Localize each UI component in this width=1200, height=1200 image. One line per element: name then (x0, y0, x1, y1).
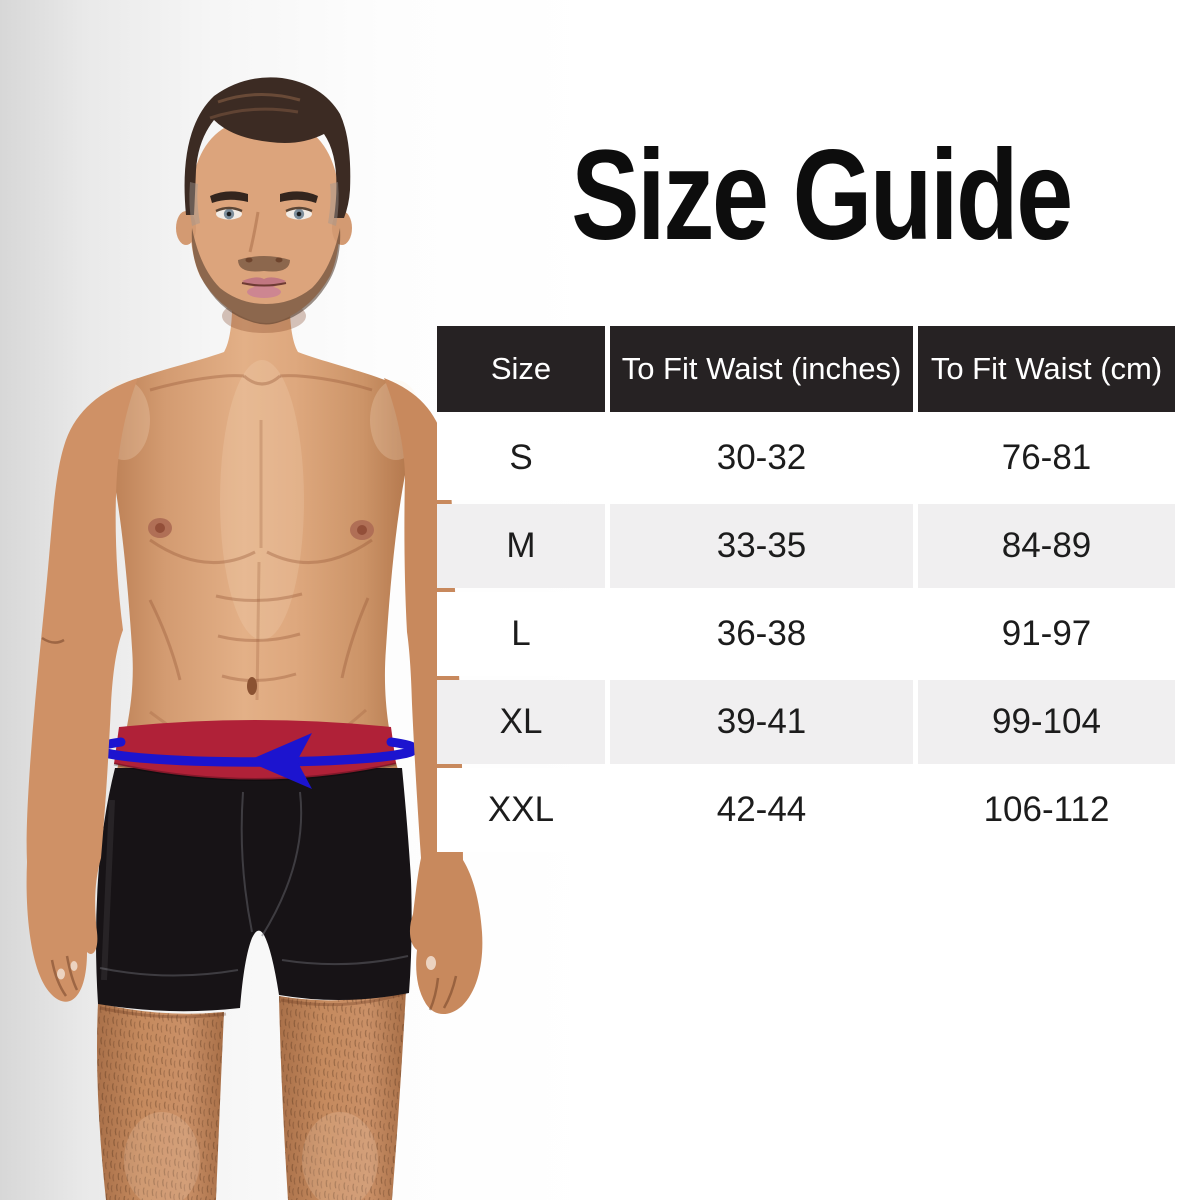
hair (184, 77, 351, 218)
cell-size-xl: XL (437, 680, 605, 764)
cell-cm-l: 91-97 (918, 592, 1175, 676)
model-photo (26, 77, 483, 1200)
cell-size-s: S (437, 416, 605, 500)
cell-inches-xl: 39-41 (610, 680, 913, 764)
size-table: Size To Fit Waist (inches) To Fit Waist … (437, 326, 1175, 852)
cell-inches-l: 36-38 (610, 592, 913, 676)
column-header-waist-inches: To Fit Waist (inches) (610, 326, 913, 412)
cell-cm-s: 76-81 (918, 416, 1175, 500)
beard-stubble (191, 228, 341, 325)
cell-inches-s: 30-32 (610, 416, 913, 500)
eyes (215, 206, 313, 220)
page-title: Size Guide (571, 124, 1073, 267)
torso (98, 288, 422, 802)
column-header-size: Size (437, 326, 605, 412)
cell-cm-m: 84-89 (918, 504, 1175, 588)
boxer-briefs (96, 768, 412, 1012)
cell-inches-xxl: 42-44 (610, 768, 913, 852)
cell-inches-m: 33-35 (610, 504, 913, 588)
arms (26, 378, 483, 1015)
cell-size-m: M (437, 504, 605, 588)
eyebrows (210, 191, 318, 203)
face (176, 77, 352, 325)
column-header-waist-cm: To Fit Waist (cm) (918, 326, 1175, 412)
cell-cm-xxl: 106-112 (918, 768, 1175, 852)
cell-size-xxl: XXL (437, 768, 605, 852)
legs (97, 990, 407, 1200)
cell-size-l: L (437, 592, 605, 676)
cell-cm-xl: 99-104 (918, 680, 1175, 764)
